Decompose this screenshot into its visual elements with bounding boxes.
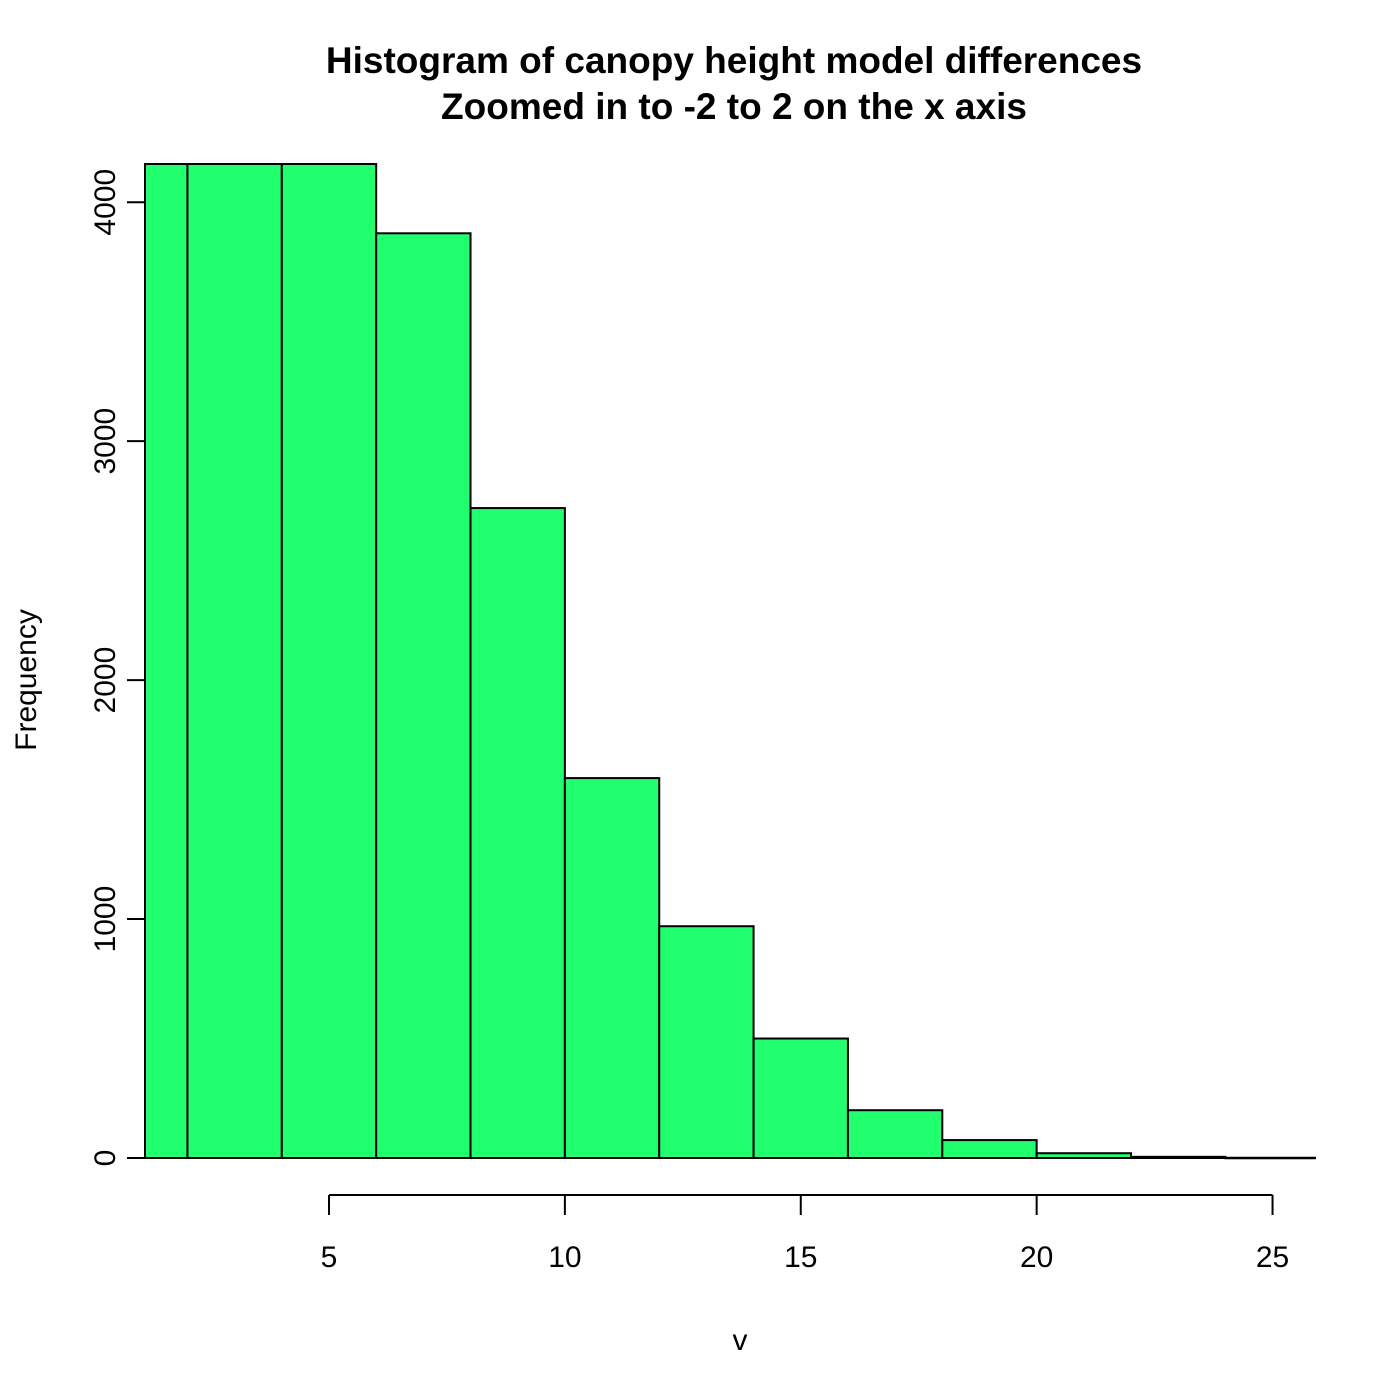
x-axis: 5 10 15 20 25 — [321, 1194, 1289, 1274]
y-tick-label: 4000 — [89, 169, 122, 236]
y-axis: 0 1000 2000 3000 4000 — [89, 169, 1315, 1166]
x-tick-label: 5 — [321, 1241, 338, 1274]
histogram-bar — [469, 507, 566, 1160]
histogram-bar — [941, 1139, 1038, 1160]
chart-title: Histogram of canopy height model differe… — [326, 40, 1142, 81]
x-tick-label: 15 — [784, 1241, 817, 1274]
x-tick-label: 20 — [1020, 1241, 1053, 1274]
x-tick-label: 25 — [1256, 1241, 1289, 1274]
x-axis-label: v — [733, 1324, 748, 1357]
histogram-bar — [375, 232, 472, 1159]
histogram-bar — [752, 1037, 849, 1159]
histogram-bar — [186, 163, 283, 1159]
histogram-bar — [658, 925, 755, 1159]
y-tick-label: 3000 — [89, 408, 122, 475]
y-tick-label: 1000 — [89, 886, 122, 953]
y-axis-label: Frequency — [10, 609, 43, 751]
histogram-bars — [144, 163, 1317, 1160]
histogram-bar — [563, 777, 661, 1159]
x-tick-label: 10 — [548, 1241, 581, 1274]
histogram-bar — [846, 1109, 944, 1160]
chart-subtitle: Zoomed in to -2 to 2 on the x axis — [441, 86, 1027, 127]
y-tick-label: 0 — [89, 1150, 122, 1167]
y-tick-label: 2000 — [89, 647, 122, 714]
histogram-bar — [144, 163, 189, 1159]
histogram-bar — [280, 163, 378, 1159]
